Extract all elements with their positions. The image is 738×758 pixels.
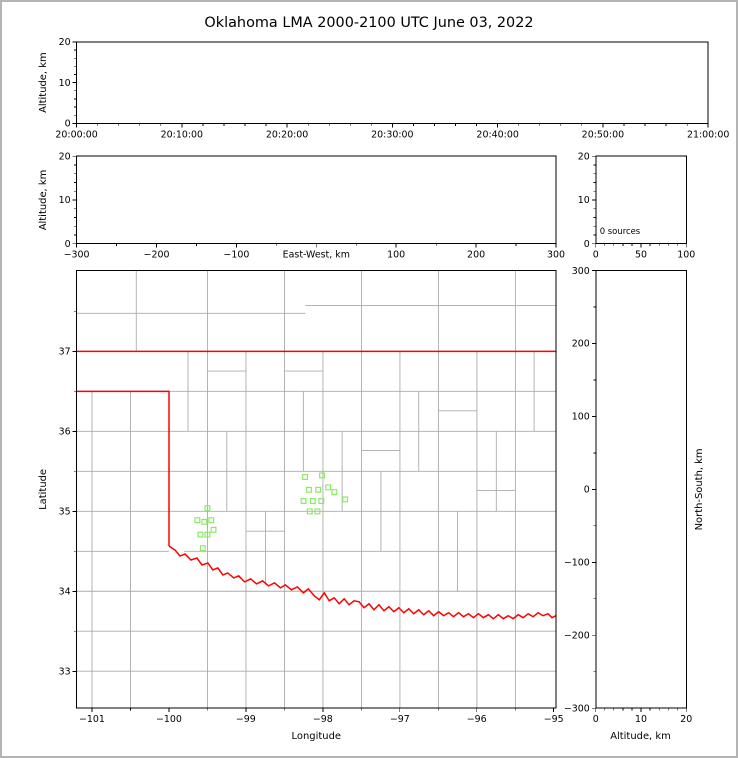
lma-source-point [305,486,312,493]
y-tick-label: 10 [578,195,590,206]
lma-source-point [194,517,201,524]
lma-source-point [309,498,316,504]
lma-sources [194,472,349,552]
panel-time_height: 20:00:00 20:10:00 20:20:00 20:30:00 20:40:00… [55,37,729,140]
lma-source-point [204,531,211,538]
panels: 20:00:00 20:10:00 20:20:00 20:30:00 20:40:00… [55,37,729,725]
x-tick-label: 20:40:00 [476,129,518,140]
lma-source-point [302,474,309,480]
x-tick-label: 20:00:00 [55,129,97,140]
x-tick-label: −200 [144,250,170,261]
panel-frame [76,270,557,709]
y-tick-label: −300 [564,703,590,714]
plan-view-map [76,270,556,709]
lma-source-point [300,498,307,504]
lma-source-point [325,484,332,491]
lma-source-point [208,517,215,524]
y-tick-label: 0 [584,239,590,250]
x-tick-label: 300 [547,250,565,261]
panel-frame [595,270,687,709]
lma-source-point [342,496,349,503]
x-tick-label: −99 [236,714,256,725]
lma-source-point [199,545,206,552]
x-tick-label: 0 [593,714,599,725]
y-tick-label: 33 [59,667,71,678]
x-tick-label: 50 [635,250,647,261]
lma-source-point [331,489,338,496]
y-tick-label: 100 [572,412,590,423]
x-tick-label: −101 [79,714,105,725]
panel-plan_view: −101 −100 −99 −98 −97 −96 −95 33 34 35 36 37 [59,270,564,725]
x-tick-label: 10 [635,714,647,725]
lma-source-point [201,518,208,525]
x-tick-label: 0 [593,250,599,261]
x-tick-label: −95 [544,714,564,725]
x-tick-label: 20 [680,714,692,725]
page-title: Oklahoma LMA 2000-2100 UTC June 03, 2022 [204,15,533,31]
lma-source-point [197,531,204,538]
county-borders [76,270,556,709]
lma-source-point [315,486,322,493]
y-tick-label: 200 [572,339,590,350]
panel-frame [76,41,709,124]
map-ylabel-latitude: Latitude [38,469,49,510]
x-tick-label: −96 [467,714,487,725]
ns-panel-ylabel: North-South, km [694,448,705,530]
y-tick-label: 36 [59,427,71,438]
x-tick-label: 200 [467,250,485,261]
y-tick-label: 300 [572,266,590,277]
lma-source-point [314,508,321,515]
x-tick-label: 100 [387,250,405,261]
lma-source-point [204,505,211,512]
y-tick-label: 20 [59,151,71,162]
y-tick-label: 0 [65,239,71,250]
y-tick-label: 0 [584,485,590,496]
y-tick-label: −200 [564,630,590,641]
x-tick-label: 21:00:00 [687,129,729,140]
x-tick-label: −300 [64,250,90,261]
ns-panel-xlabel: Altitude, km [610,731,671,742]
panel-alt_histogram: 0 50 100 0 10 20 [578,151,695,260]
panel-ns_height: 0 10 20 −300 −200 −100 0 100 200 300 [564,266,692,725]
y-tick-label: 10 [59,78,71,89]
y-tick-label: 20 [578,151,590,162]
y-tick-label: 34 [59,587,71,598]
x-tick-label: −97 [390,714,410,725]
y-tick-label: 35 [59,507,71,518]
x-tick-label: −100 [156,714,182,725]
lma-source-point [210,526,217,533]
lma-source-point [319,472,326,479]
panel-ew_height: −300 −200 −100 East-West, km 100 200 300 0 10 20 [59,151,565,260]
lma-source-point [306,508,313,515]
source-count-annotation: 0 sources [600,226,640,236]
lma-source-point [318,498,325,504]
time-panel-ylabel: Altitude, km [38,52,49,113]
state-border-panhandle [76,390,170,547]
x-tick-label: −100 [223,250,249,261]
ew-panel-ylabel: Altitude, km [38,170,49,231]
x-tick-label: 100 [677,250,695,261]
y-tick-label: 10 [59,195,71,206]
y-tick-label: −100 [564,558,590,569]
x-tick-label: 20:20:00 [266,129,308,140]
map-xlabel-longitude: Longitude [292,731,341,742]
state-border-red-river [168,545,556,620]
x-tick-label: 20:30:00 [371,129,413,140]
y-tick-label: 20 [59,37,71,48]
x-tick-label: 20:10:00 [161,129,203,140]
x-tick-label: −98 [313,714,333,725]
y-tick-label: 37 [59,347,71,358]
x-tick-label: 20:50:00 [582,129,624,140]
x-tick-label: East-West, km [283,250,350,261]
panel-frame [76,155,557,245]
y-tick-label: 0 [65,119,71,130]
